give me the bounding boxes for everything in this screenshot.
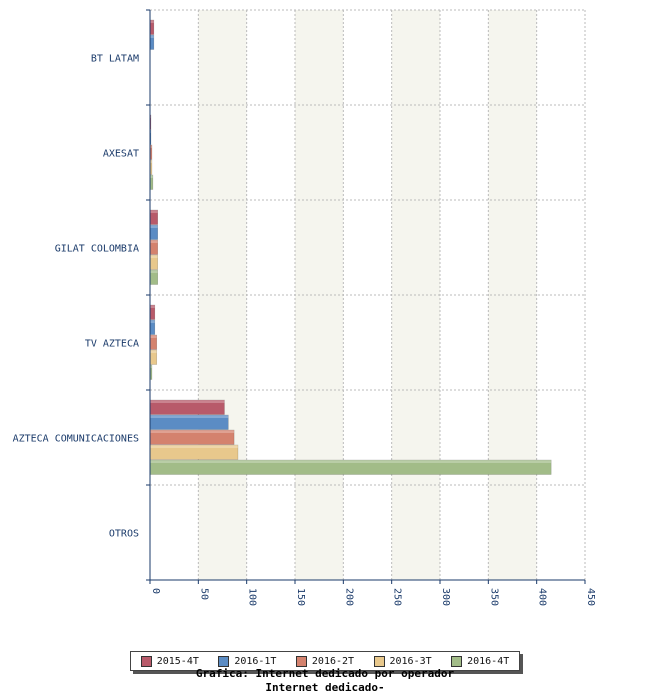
bar-highlight xyxy=(150,35,154,38)
category-label: BT LATAM xyxy=(91,54,139,65)
bar-highlight xyxy=(150,400,225,403)
category-label: AZTECA COMUNICACIONES xyxy=(13,434,139,445)
x-tick-label: 0 xyxy=(150,588,161,594)
x-tick-label: 50 xyxy=(198,588,209,600)
chart-title: Grafica: Internet dedicado por operador xyxy=(195,667,455,680)
bar-highlight xyxy=(150,175,153,178)
legend-swatch xyxy=(140,655,152,667)
bar-highlight xyxy=(150,210,158,213)
legend-item: 2016-2T xyxy=(295,655,355,667)
x-tick-label: 400 xyxy=(537,588,548,606)
bar-highlight xyxy=(150,430,235,433)
chart-subtitle: Internet dedicado- xyxy=(265,681,385,694)
category-label: OTROS xyxy=(109,529,139,540)
bar-highlight xyxy=(150,270,158,273)
legend-label: 2016-1T xyxy=(234,655,277,667)
legend-swatch xyxy=(373,655,385,667)
grid-band xyxy=(488,10,537,580)
legend-swatch xyxy=(295,655,307,667)
x-tick-label: 250 xyxy=(392,588,403,606)
legend-label: 2016-2T xyxy=(311,655,355,667)
x-tick-label: 100 xyxy=(247,588,258,606)
bar-highlight xyxy=(150,20,154,23)
bar-highlight xyxy=(150,350,157,353)
bar-highlight xyxy=(150,335,157,338)
legend-label: 2016-4T xyxy=(467,655,510,667)
x-tick-label: 150 xyxy=(295,588,306,606)
legend-item: 2016-3T xyxy=(373,655,432,667)
legend-item: 2016-4T xyxy=(451,655,510,667)
legend: 2015-4T 2016-1T 2016-2T 2016-3T 2016-4T xyxy=(130,651,520,671)
bar-highlight xyxy=(150,320,155,323)
category-label: TV AZTECA xyxy=(85,339,139,350)
bar-highlight xyxy=(150,305,155,308)
bar-highlight xyxy=(150,445,238,448)
legend-item: 2015-4T xyxy=(140,655,199,667)
legend-swatch xyxy=(451,655,463,667)
category-label: GILAT COLOMBIA xyxy=(55,244,139,255)
legend-label: 2015-4T xyxy=(156,655,199,667)
bar-highlight xyxy=(150,225,158,228)
legend-label: 2016-3T xyxy=(389,655,432,667)
x-tick-label: 300 xyxy=(440,588,451,606)
bar-highlight xyxy=(150,145,152,148)
legend-swatch xyxy=(218,655,230,667)
bar-highlight xyxy=(150,240,158,243)
bar-highlight xyxy=(150,255,158,258)
bar-highlight xyxy=(150,415,229,418)
bar-highlight xyxy=(150,460,552,463)
bar-highlight xyxy=(150,160,152,163)
x-tick-label: 350 xyxy=(488,588,499,606)
bar-highlight xyxy=(150,365,152,368)
x-tick-label: 450 xyxy=(585,588,596,606)
legend-item: 2016-1T xyxy=(218,655,277,667)
x-tick-label: 200 xyxy=(343,588,354,606)
category-label: AXESAT xyxy=(103,149,139,160)
